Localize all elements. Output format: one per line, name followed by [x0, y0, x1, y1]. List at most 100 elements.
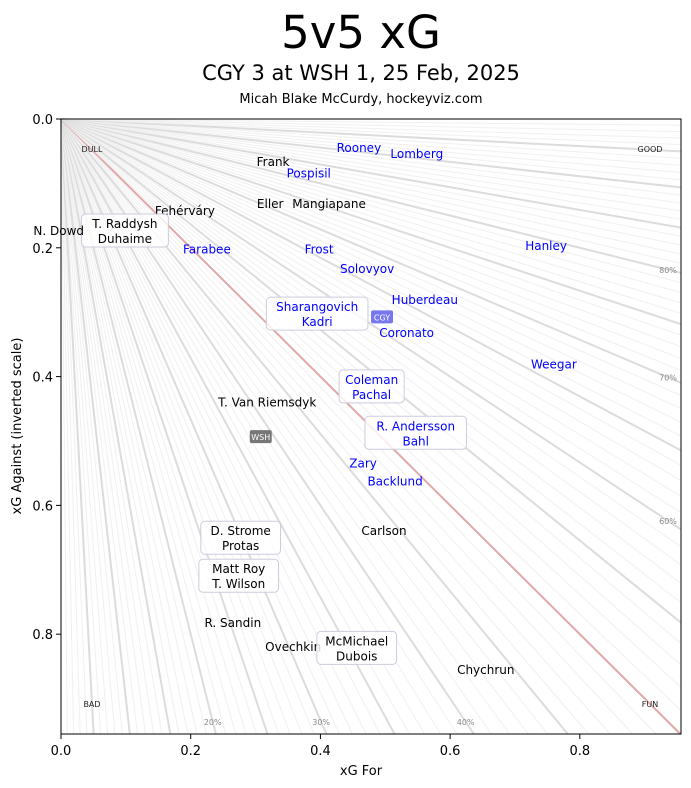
ray-99pct	[60, 118, 682, 126]
ray-94pct	[60, 118, 682, 159]
player-label: Frank	[257, 155, 290, 169]
ray-59pct	[60, 118, 682, 548]
ray-97pct	[60, 118, 682, 139]
ray-82pct	[60, 118, 682, 255]
player-label: Eller	[257, 197, 284, 211]
ray-74pct	[60, 118, 682, 336]
ray-84pct	[60, 118, 682, 237]
player-label: R. Sandin	[205, 616, 262, 630]
player-label: T. Van Riemsdyk	[217, 395, 316, 409]
player-pair-box	[198, 558, 280, 593]
player-pair-box	[316, 630, 398, 665]
ray-89pct	[60, 118, 682, 196]
ray-83pct	[60, 118, 682, 246]
player-label: Fehérváry	[155, 204, 215, 218]
player-label: Pospisil	[287, 167, 331, 181]
ray-12pct	[60, 118, 146, 735]
player-label: Mangiapane	[292, 197, 366, 211]
player-pair-box	[80, 213, 169, 248]
ray-90pct	[60, 118, 682, 189]
player-label: Bahl	[402, 434, 429, 448]
player-label: Hanley	[525, 239, 567, 253]
ray-92pct	[60, 118, 682, 174]
player-label: Backlund	[367, 474, 422, 488]
pct-label: 80%	[659, 266, 677, 275]
x-tick-label: 0.8	[569, 744, 590, 759]
player-label: N. Dowd	[33, 224, 84, 238]
chart-title: 5v5 xG	[281, 6, 441, 59]
ray-6pct	[60, 118, 102, 735]
player-label: Solovyov	[340, 262, 394, 276]
ray-7pct	[60, 118, 109, 735]
axes: 0.0 0.2 0.4 0.6 0.8 0.0 0.2 0.4 0.6 0.8	[32, 113, 590, 759]
ray-87pct	[60, 118, 682, 212]
player-label: Huberdeau	[392, 293, 458, 307]
ray-85pct	[60, 118, 682, 229]
player-label: Rooney	[337, 141, 382, 155]
player-label: Pachal	[352, 388, 391, 402]
corner-label-bad: BAD	[83, 700, 100, 709]
ray-56pct	[60, 118, 682, 604]
player-label: Frost	[305, 243, 334, 257]
ray-86pct	[60, 118, 682, 220]
player-label: Carlson	[361, 524, 406, 538]
corner-label-good: GOOD	[638, 145, 663, 154]
ray-77pct	[60, 118, 682, 304]
plot-frame	[60, 118, 682, 735]
team-badge-wsh	[249, 430, 272, 444]
corner-label-fun: FUN	[642, 700, 658, 709]
player-pair-box	[200, 520, 281, 555]
ray-68pct	[60, 118, 682, 410]
ray-4pct	[60, 118, 88, 735]
ray-75pct	[60, 118, 682, 326]
y-tick-label: 0.0	[32, 113, 53, 128]
player-label: R. Andersson	[376, 419, 455, 433]
ray-14pct	[60, 118, 163, 735]
ray-63pct	[60, 118, 682, 482]
player-label: Duhaime	[98, 232, 152, 246]
ray-93pct	[60, 118, 682, 166]
player-label: Farabee	[183, 243, 231, 257]
player-label: McMichael	[325, 634, 388, 648]
ray-15pct	[60, 118, 172, 735]
y-tick-label: 0.8	[32, 628, 53, 643]
team-badge-label: CGY	[374, 313, 390, 322]
player-label: Dubois	[336, 649, 377, 663]
x-tick-label: 0.0	[51, 744, 72, 759]
pct-label: 20%	[204, 718, 222, 727]
ray-81pct	[60, 118, 682, 264]
ray-1pct	[60, 118, 68, 735]
ray-78pct	[60, 118, 682, 294]
ray-72pct	[60, 118, 682, 359]
ray-2pct	[60, 118, 75, 735]
player-label: Protas	[222, 539, 259, 553]
ray-13pct	[60, 118, 155, 735]
player-pair-box	[364, 415, 468, 450]
team-badge-cgy	[371, 310, 394, 324]
x-tick-label: 0.6	[440, 744, 461, 759]
ray-57pct	[60, 118, 682, 584]
pct-label: 40%	[457, 718, 475, 727]
player-label: Weegar	[531, 357, 577, 371]
x-tick-label: 0.2	[180, 744, 201, 759]
player-label: Sharangovich	[276, 300, 358, 314]
player-label: Ovechkin	[265, 640, 321, 654]
team-badge-label: WSH	[251, 433, 270, 442]
ray-71pct	[60, 118, 682, 371]
ray-79pct	[60, 118, 682, 284]
player-label: Lomberg	[390, 147, 443, 161]
y-tick-label: 0.4	[32, 371, 53, 386]
ray-65pct	[60, 118, 682, 452]
ray-11pct	[60, 118, 139, 735]
x-tick-label: 0.4	[310, 744, 331, 759]
ray-96pct	[60, 118, 682, 146]
ray-69pct	[60, 118, 682, 397]
ray-76pct	[60, 118, 682, 314]
ray-10pct	[60, 118, 131, 735]
ray-16pct	[60, 118, 180, 735]
corner-label-dull: DULL	[82, 145, 103, 154]
player-pair-box	[265, 296, 369, 331]
ray-91pct	[60, 118, 682, 181]
ray-98pct	[60, 118, 682, 133]
